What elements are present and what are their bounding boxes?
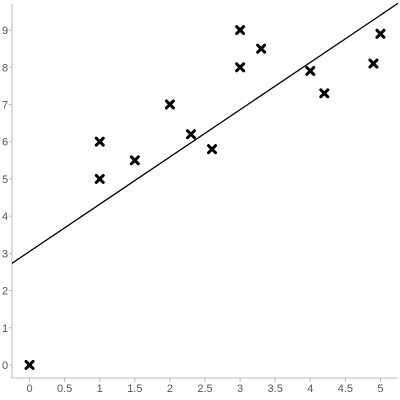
x-axis-ticks: 0 0.5 1 1.5 2 2.5 3 3.5 4 4.5 5 xyxy=(26,378,384,395)
y-tick-label: 7 xyxy=(2,99,8,111)
y-tick-label: 1 xyxy=(2,323,8,335)
x-tick-label: 0.5 xyxy=(57,383,72,395)
y-tick-label: 6 xyxy=(2,137,8,149)
data-points xyxy=(24,25,386,370)
x-tick-label: 3 xyxy=(237,383,243,395)
data-point xyxy=(305,65,316,76)
y-tick-label: 3 xyxy=(2,248,8,260)
y-axis-ticks: 0 1 2 3 4 5 6 7 8 9 xyxy=(2,25,12,372)
data-point xyxy=(24,359,35,370)
data-point xyxy=(368,58,379,69)
x-tick-label: 0 xyxy=(26,383,32,395)
x-tick-label: 3.5 xyxy=(268,383,283,395)
data-point xyxy=(375,28,386,39)
regression-line xyxy=(11,2,399,264)
y-tick-label: 0 xyxy=(2,360,8,372)
data-point xyxy=(256,43,267,54)
x-tick-label: 2.5 xyxy=(197,383,212,395)
data-point xyxy=(94,136,105,147)
x-tick-label: 4.5 xyxy=(338,383,353,395)
data-point xyxy=(207,144,218,155)
x-tick-label: 1.5 xyxy=(127,383,142,395)
data-point xyxy=(235,62,246,73)
x-tick-label: 4 xyxy=(307,383,313,395)
y-tick-label: 8 xyxy=(2,62,8,74)
data-point xyxy=(235,25,246,36)
x-tick-label: 2 xyxy=(167,383,173,395)
data-point xyxy=(319,88,330,99)
y-tick-label: 4 xyxy=(2,211,8,223)
y-tick-label: 5 xyxy=(2,174,8,186)
data-point xyxy=(94,173,105,184)
y-tick-label: 2 xyxy=(2,286,8,298)
y-tick-label: 9 xyxy=(2,25,8,37)
regression-line-group xyxy=(11,2,399,264)
data-point xyxy=(185,129,196,140)
x-tick-label: 1 xyxy=(97,383,103,395)
data-point xyxy=(164,99,175,110)
data-point xyxy=(129,155,140,166)
axes xyxy=(11,4,398,379)
x-tick-label: 5 xyxy=(377,383,383,395)
